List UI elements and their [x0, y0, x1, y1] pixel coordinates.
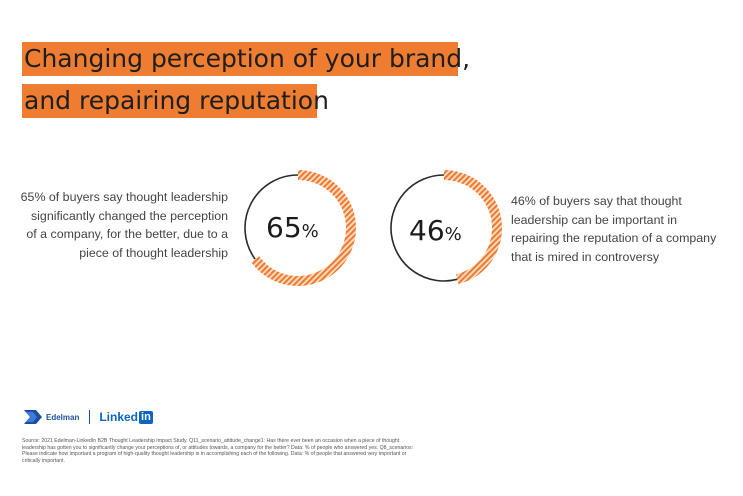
edelman-logo-text: Edelman: [46, 412, 80, 422]
title-line-2: and repairing reputation: [22, 84, 329, 118]
logo-divider: [89, 410, 91, 424]
stat-2-description: 46% of buyers say that thought leadershi…: [511, 194, 717, 264]
logo-bar: Edelman Linked in: [22, 408, 153, 426]
stat-2-value: 46%: [409, 214, 462, 247]
linkedin-logo-icon: in: [139, 410, 153, 424]
stat-1-unit: %: [301, 221, 319, 242]
stat-1-value: 65%: [266, 211, 319, 244]
edelman-logo-icon: [24, 410, 42, 424]
ring-remaining-arc: [244, 174, 298, 260]
source-footnote: Source: 2021 Edelman-LinkedIn B2B Though…: [22, 438, 414, 464]
stat-2-ring: [390, 170, 503, 285]
stat-1-number: 65: [266, 211, 302, 244]
stat-1-ring: [244, 170, 356, 286]
ring-remaining-arc: [390, 174, 458, 282]
stat-2-number: 46: [409, 214, 445, 247]
ring-value-arc: [444, 170, 503, 285]
stat-2-unit: %: [444, 224, 462, 245]
stat-1-description: 65% of buyers say thought leadership sig…: [20, 190, 228, 260]
linkedin-logo-text: Linked: [99, 410, 139, 424]
title-line-1: Changing perception of your brand,: [22, 42, 470, 76]
